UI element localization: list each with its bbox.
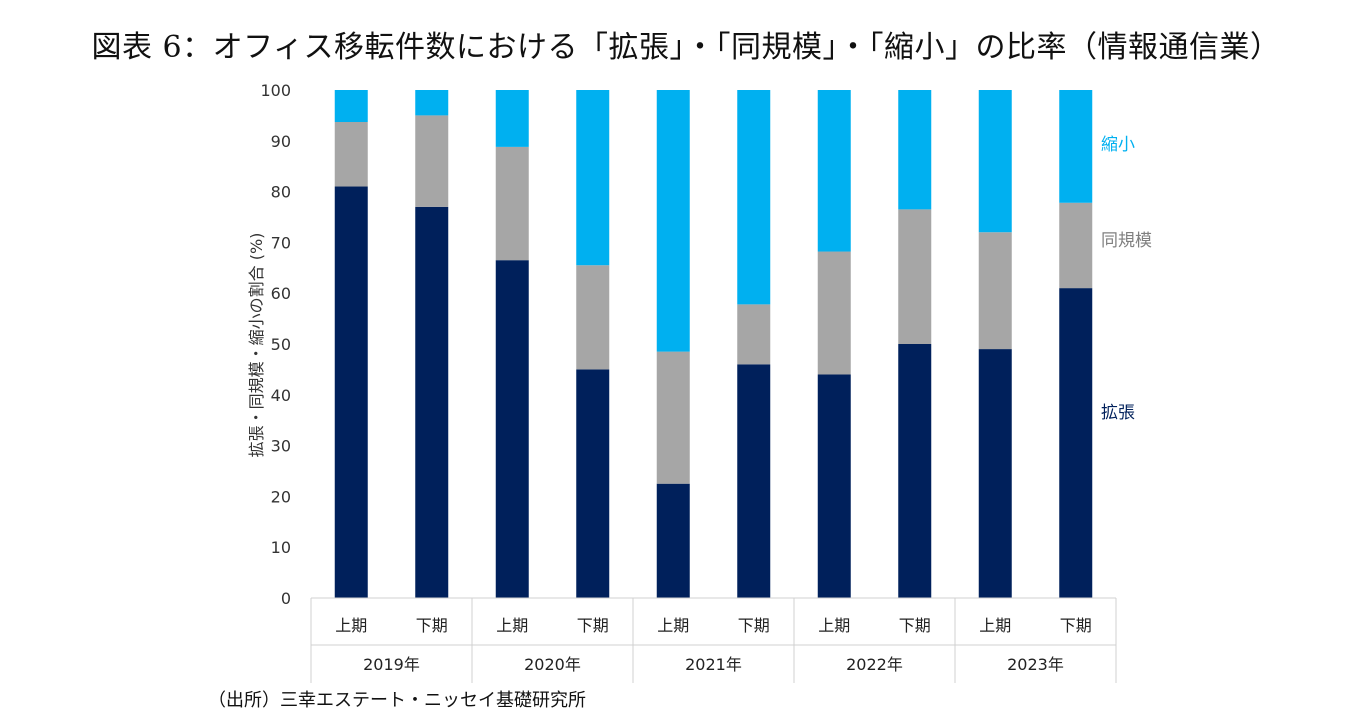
bar-same: [334, 122, 368, 187]
y-axis-label: 拡張・同規模・縮小の割合 (%): [247, 233, 266, 458]
x-year-label: 2019年: [363, 655, 420, 674]
bar-shrink: [415, 90, 449, 116]
bar-same: [978, 232, 1012, 350]
y-tick-label: 10: [271, 538, 291, 557]
chart-title: 図表 6：オフィス移転件数における「拡張」・「同規模」・「縮小」の比率（情報通信…: [91, 30, 1281, 65]
y-tick-label: 60: [271, 284, 291, 303]
bar-same: [495, 146, 529, 261]
legend-label-expand: 拡張: [1101, 403, 1135, 423]
bar-shrink: [978, 90, 1012, 233]
y-tick-labels: 0 10 20 30 40 50 60 70 80 90 100: [260, 81, 291, 608]
x-category-label: 下期: [899, 616, 931, 635]
x-year-label: 2020年: [524, 655, 581, 674]
x-category-label: 下期: [1060, 616, 1092, 635]
bar-same: [656, 351, 690, 484]
y-tick-label: 80: [271, 183, 291, 202]
y-tick-label: 90: [271, 132, 291, 151]
y-tick-label: 50: [271, 335, 291, 354]
y-tick-label: 100: [260, 81, 291, 100]
bar-shrink: [737, 90, 771, 305]
x-year-label: 2021年: [685, 655, 742, 674]
y-tick-label: 30: [271, 437, 291, 456]
bar-expand: [737, 364, 771, 598]
bar-shrink: [1059, 90, 1093, 203]
legend-label-same: 同規模: [1101, 231, 1152, 251]
y-tick-label: 20: [271, 487, 291, 506]
bar-expand: [656, 483, 690, 598]
x-year-label: 2022年: [846, 655, 903, 674]
bar-same: [737, 304, 771, 365]
bar-same: [576, 265, 610, 370]
x-category-label: 上期: [657, 616, 689, 635]
bar-shrink: [898, 90, 932, 210]
bar-same: [817, 251, 851, 375]
bar-expand: [495, 260, 529, 598]
bar-expand: [334, 186, 368, 598]
bar-shrink: [656, 90, 690, 352]
y-tick-label: 40: [271, 386, 291, 405]
bar-shrink: [576, 90, 610, 266]
source-note: （出所）三幸エステート・ニッセイ基礎研究所: [208, 690, 586, 711]
y-tick-label: 70: [271, 233, 291, 252]
y-axis-label-group: 拡張・同規模・縮小の割合 (%): [247, 233, 266, 458]
bar-shrink: [334, 90, 368, 123]
bars: [334, 90, 1093, 598]
x-category-label: 上期: [496, 616, 528, 635]
x-category-label: 上期: [818, 616, 850, 635]
x-category-label: 上期: [335, 616, 367, 635]
bar-same: [898, 209, 932, 344]
bar-shrink: [817, 90, 851, 252]
bar-expand: [817, 374, 851, 598]
bar-same: [1059, 202, 1093, 289]
x-category-label: 下期: [738, 616, 770, 635]
bar-expand: [978, 349, 1012, 598]
bar-expand: [576, 369, 610, 598]
bar-expand: [415, 206, 449, 598]
x-category-label: 下期: [416, 616, 448, 635]
y-tick-label: 0: [281, 589, 291, 608]
x-category-label: 下期: [577, 616, 609, 635]
bar-same: [415, 115, 449, 207]
x-year-label: 2023年: [1007, 655, 1064, 674]
legend-label-shrink: 縮小: [1101, 135, 1135, 155]
bar-shrink: [495, 90, 529, 147]
bar-expand: [898, 344, 932, 598]
bar-expand: [1059, 288, 1093, 598]
x-axis-table: 上期 下期 上期 下期 上期 下期 上期 下期 上期 下期 2019年 2020年 2021年 2022年…: [310, 597, 1117, 683]
x-category-label: 上期: [979, 616, 1011, 635]
